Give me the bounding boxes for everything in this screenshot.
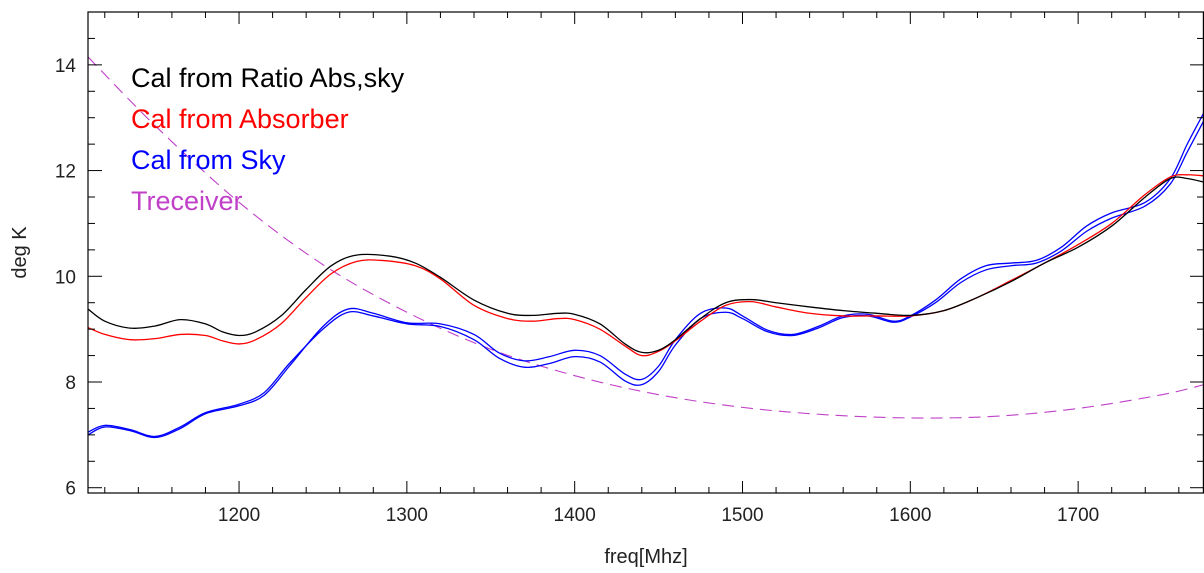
x-tick-label: 1700 bbox=[1057, 505, 1099, 526]
legend-entry: Treceiver bbox=[131, 186, 243, 216]
x-tick-label: 1300 bbox=[386, 505, 428, 526]
legend-entry: Cal from Sky bbox=[131, 145, 286, 175]
y-tick-label: 14 bbox=[55, 56, 77, 77]
y-tick-label: 8 bbox=[65, 373, 76, 394]
tick-labels-layer: 1200 1300 1400 1500 1600 1700 6 8 10 12 14 bbox=[55, 56, 1099, 526]
series-line-cal-from-absorber bbox=[88, 174, 1204, 357]
y-tick-label: 10 bbox=[55, 267, 76, 288]
series-layer bbox=[88, 56, 1204, 439]
x-tick-label: 1600 bbox=[889, 505, 931, 526]
plot-frame bbox=[87, 11, 1204, 494]
legend-entry: Cal from Absorber bbox=[131, 104, 349, 134]
legend: Cal from Ratio Abs,sky Cal from Absorber C… bbox=[131, 63, 405, 216]
series-line-cal-from-ratio-abs-sky bbox=[88, 176, 1204, 354]
series-line-cal-from-sky bbox=[88, 120, 1204, 438]
ticks-layer bbox=[88, 11, 1204, 493]
series-line-cal-from-sky bbox=[88, 112, 1204, 439]
x-axis-title: freq[Mhz] bbox=[604, 546, 687, 568]
y-tick-label: 12 bbox=[55, 162, 76, 183]
series-line-treceiver bbox=[88, 56, 1204, 419]
legend-entry: Cal from Ratio Abs,sky bbox=[131, 63, 405, 93]
x-tick-label: 1200 bbox=[218, 505, 260, 526]
x-tick-label: 1400 bbox=[554, 505, 596, 526]
y-tick-label: 6 bbox=[65, 479, 76, 500]
y-axis-title: deg K bbox=[9, 226, 31, 279]
x-tick-label: 1500 bbox=[721, 505, 763, 526]
